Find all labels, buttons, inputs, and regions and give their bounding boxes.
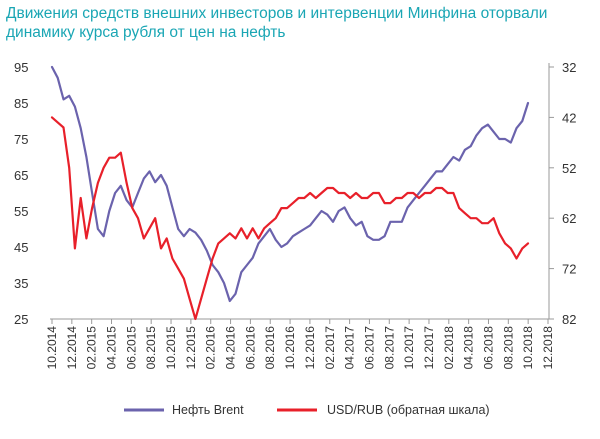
left-tick-label: 95	[14, 60, 28, 75]
left-tick-label: 35	[14, 276, 28, 291]
right-tick-label: 72	[562, 262, 576, 277]
left-tick-label: 55	[14, 204, 28, 219]
x-axis: 10.2014 12.2014 02.2015 04.2015 06.2015 08.20…	[45, 319, 555, 369]
right-tick-label: 42	[562, 110, 576, 125]
x-tick-label: 08.2017	[382, 326, 396, 370]
right-tick-label: 32	[562, 60, 576, 75]
x-tick-label: 12.2015	[184, 326, 198, 370]
legend: Нефть Brent USD/RUB (обратная шкала)	[124, 403, 490, 417]
chart-title: Движения средств внешних инвесторов и ин…	[6, 5, 548, 41]
series-group	[50, 65, 530, 321]
x-tick-label: 02.2018	[442, 326, 456, 370]
x-tick-label: 08.2018	[501, 326, 515, 370]
left-axis: 95 85 75 65 55 45 35 25	[14, 60, 28, 327]
x-tick-label: 04.2018	[462, 326, 476, 370]
left-tick-label: 65	[14, 168, 28, 183]
x-tick-label: 10.2015	[164, 326, 178, 370]
x-tick-label: 12.2016	[303, 326, 317, 370]
x-tick-label: 02.2015	[85, 326, 99, 370]
x-tick-label: 10.2018	[521, 326, 535, 370]
x-tick-label: 02.2017	[323, 326, 337, 370]
left-tick-label: 85	[14, 96, 28, 111]
series-line-1	[50, 116, 530, 321]
x-tick-label: 06.2016	[243, 326, 257, 370]
x-tick-label: 12.2017	[422, 326, 436, 370]
legend-label-1: USD/RUB (обратная шкала)	[327, 403, 490, 417]
x-tick-label: 08.2015	[144, 326, 158, 370]
x-tick-label: 04.2015	[105, 326, 119, 370]
x-tick-label: 04.2016	[224, 326, 238, 370]
x-tick-label: 06.2018	[481, 326, 495, 370]
x-tick-label: 12.2018	[541, 326, 555, 370]
right-tick-label: 62	[562, 211, 576, 226]
right-axis: 32 42 52 62 72 82	[549, 60, 576, 327]
x-tick-label: 02.2016	[204, 326, 218, 370]
right-tick-label: 52	[562, 161, 576, 176]
x-tick-label: 08.2016	[263, 326, 277, 370]
x-tick-label: 04.2017	[343, 326, 357, 370]
x-tick-label: 10.2014	[45, 326, 59, 370]
left-tick-label: 25	[14, 312, 28, 327]
right-tick-label: 82	[562, 312, 576, 327]
x-tick-label: 10.2016	[283, 326, 297, 370]
left-tick-label: 75	[14, 132, 28, 147]
x-tick-label: 12.2014	[65, 326, 79, 370]
x-tick-label: 06.2015	[124, 326, 138, 370]
legend-label-0: Нефть Brent	[172, 403, 244, 417]
left-tick-label: 45	[14, 240, 28, 255]
x-tick-label: 06.2017	[362, 326, 376, 370]
series-line-0	[50, 65, 530, 303]
x-tick-label: 10.2017	[402, 326, 416, 370]
